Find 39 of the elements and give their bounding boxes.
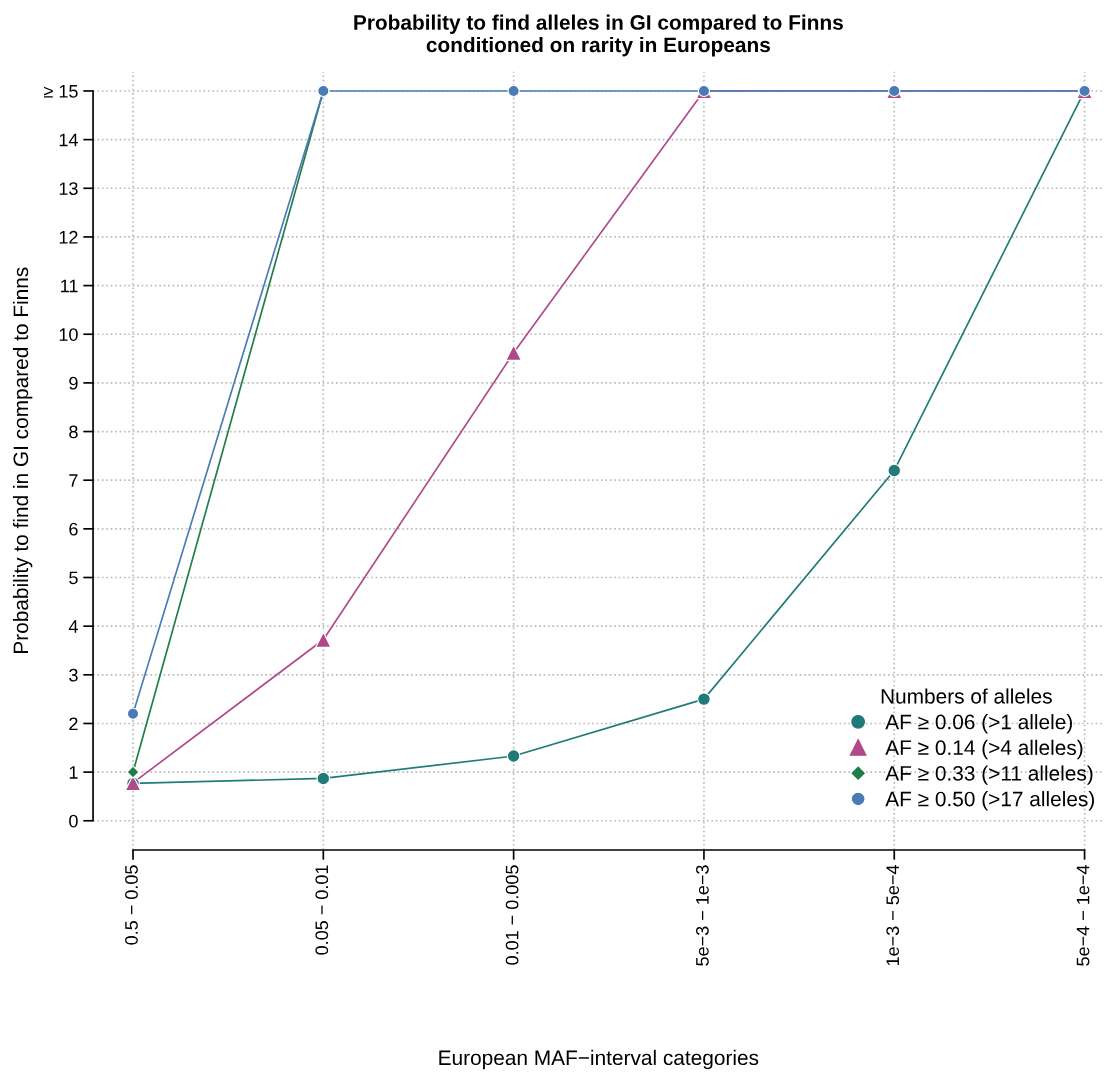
legend-label: AF ≥ 0.06 (>1 allele) bbox=[885, 714, 1072, 734]
chart-title: Probability to find alleles in GI compared to Finns conditioned on rarity in Europeans bbox=[354, 14, 843, 57]
y-axis-title: Probability to find in GI compared to Finns bbox=[12, 267, 33, 653]
y-tick-label: 3 bbox=[69, 668, 78, 682]
y-tick-label: 11 bbox=[61, 279, 78, 293]
x-tick-label: 1e−3 − 5e−4 bbox=[886, 865, 900, 966]
point bbox=[126, 765, 140, 779]
point bbox=[697, 692, 711, 706]
y-tick-label: ≥ 15 bbox=[44, 85, 78, 98]
legend-label: AF ≥ 0.50 (>17 alleles) bbox=[885, 791, 1094, 811]
y-tick-label: 12 bbox=[59, 230, 78, 244]
x-tick-label: 0.05 − 0.01 bbox=[315, 865, 329, 955]
x-tick-label: 5e−4 − 1e−4 bbox=[1076, 865, 1090, 966]
x-tick-label: 5e−3 − 1e−3 bbox=[696, 865, 709, 966]
y-tick-label: 1 bbox=[69, 766, 78, 779]
y-tick-label: 5 bbox=[69, 571, 78, 585]
y-tick-label: 0 bbox=[69, 814, 78, 828]
y-tick-label: 8 bbox=[69, 425, 78, 439]
point bbox=[316, 771, 331, 786]
x-axis-title: European MAF−interval categories bbox=[439, 1049, 759, 1070]
legend-title: Numbers of alleles bbox=[881, 688, 1052, 704]
legend-label: AF ≥ 0.33 (>11 alleles) bbox=[885, 765, 1093, 785]
legend-label: AF ≥ 0.14 (>4 alleles) bbox=[885, 739, 1083, 760]
y-tick-label: 4 bbox=[68, 620, 78, 633]
point bbox=[505, 344, 522, 361]
point bbox=[887, 463, 902, 478]
x-tick-label: 0.01 − 0.005 bbox=[505, 865, 519, 965]
y-tick-label: 7 bbox=[69, 474, 78, 487]
point bbox=[315, 631, 332, 648]
y-tick-label: 14 bbox=[59, 133, 78, 147]
y-tick-label: 2 bbox=[69, 717, 78, 731]
y-tick-label: 13 bbox=[59, 182, 78, 195]
y-tick-label: 6 bbox=[69, 522, 78, 536]
y-tick-label: 9 bbox=[69, 376, 78, 390]
y-tick-label: 10 bbox=[59, 328, 78, 341]
point bbox=[506, 749, 521, 763]
x-tick-label: 0.5 − 0.05 bbox=[125, 865, 138, 945]
point bbox=[126, 707, 140, 720]
point bbox=[507, 84, 520, 98]
